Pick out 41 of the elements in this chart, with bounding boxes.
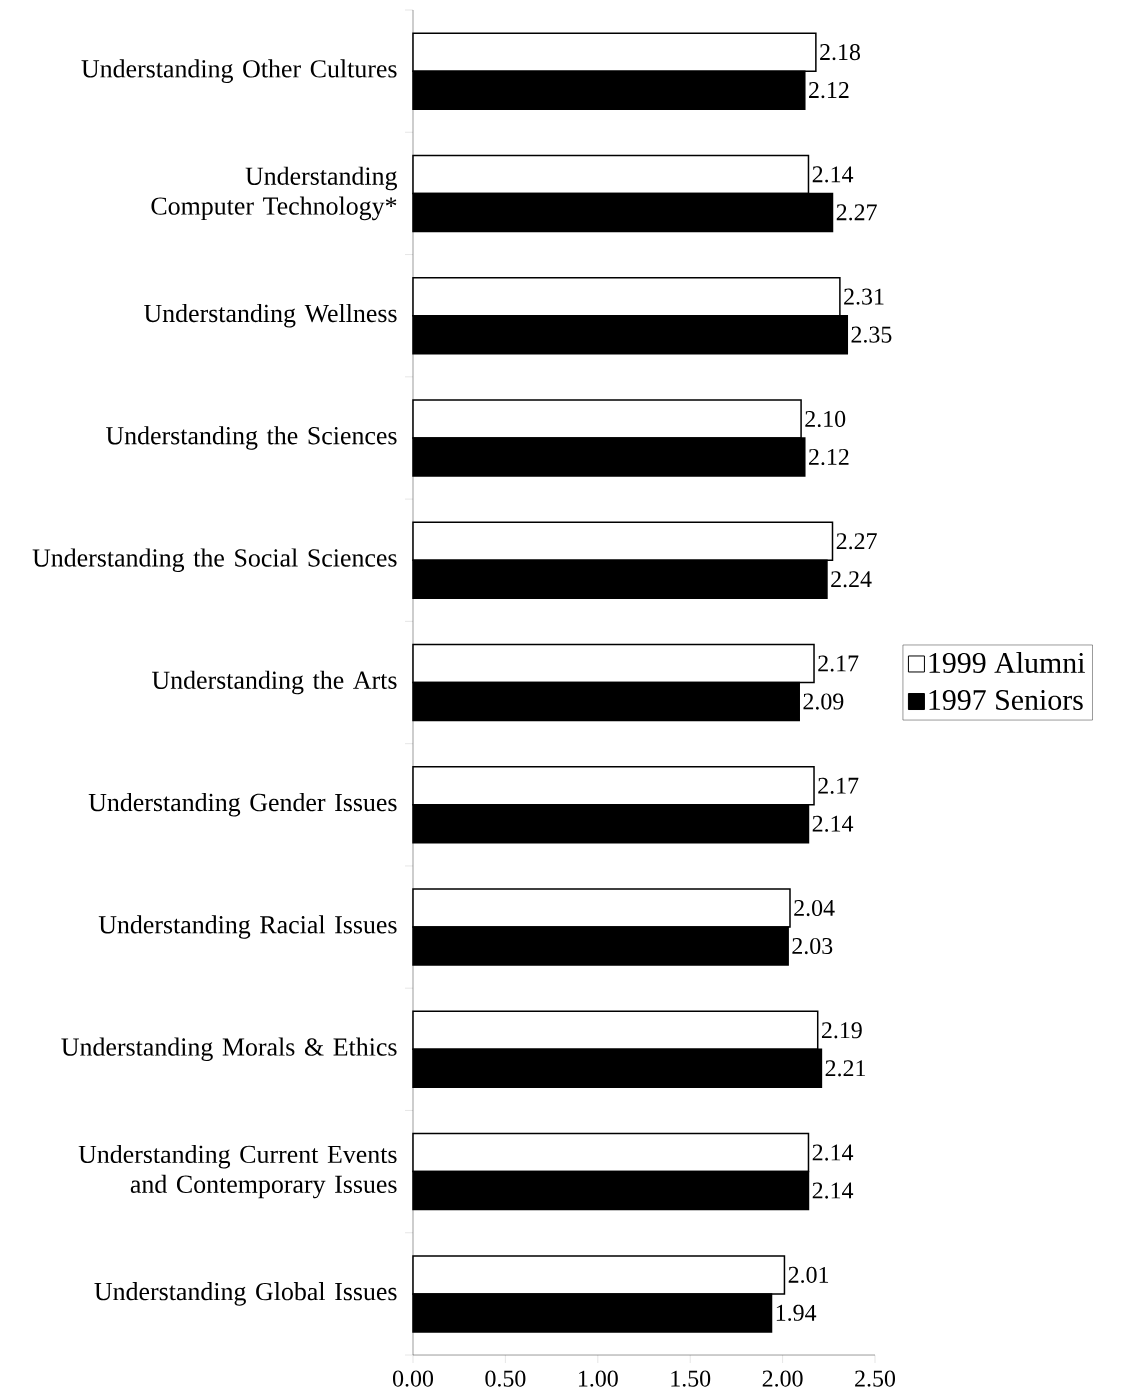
y-tick-label: Understanding Morals & Ethics [61,1037,397,1062]
data-label: 2.17 [818,777,859,794]
y-tick-label: Understanding Global Issues [94,1282,397,1306]
x-tick-label: 2.50 [855,1370,896,1387]
y-tick-label: Understanding Current Events and Contemporary Issues [78,1144,397,1199]
y-tick-label: Understanding Computer Technology* [151,166,397,221]
data-label: 2.27 [836,204,877,221]
data-label: 2.03 [792,937,833,955]
y-tick-label: Understanding the Arts [152,670,397,695]
data-label: 2.09 [803,693,844,710]
x-tick-label: 1.00 [578,1370,618,1387]
y-tick-label: Understanding Gender Issues [88,793,397,817]
legend-label: 1997 Seniors [929,689,1083,711]
data-label: 2.35 [851,326,892,343]
data-label: 2.10 [805,410,846,428]
data-label: 2.18 [820,44,860,61]
data-label: 1.94 [776,1304,817,1321]
data-label: 2.12 [809,448,849,466]
y-tick-label: Understanding the Sciences [105,426,397,450]
data-label: 2.12 [809,82,849,99]
data-label: 2.31 [844,288,884,305]
data-label: 2.14 [812,1182,854,1199]
data-label: 2.19 [821,1022,862,1039]
data-label: 2.14 [812,1144,854,1161]
legend-label: 1999 Alumni [929,651,1085,673]
data-label: 2.04 [794,899,835,917]
data-label: 2.17 [818,655,859,672]
y-tick-label: Understanding Wellness [144,303,397,328]
data-label: 2.24 [831,571,872,588]
data-label: 2.14 [812,815,854,832]
data-label: 2.01 [788,1266,829,1283]
y-tick-label: Understanding Other Cultures [81,59,397,83]
data-label: 2.14 [812,166,854,183]
data-label: 2.27 [836,533,877,550]
y-tick-label: Understanding Racial Issues [98,915,397,939]
x-tick-label: 0.50 [485,1370,526,1387]
x-tick-label: 2.00 [762,1370,803,1387]
data-label: 2.21 [825,1060,866,1077]
x-tick-label: 1.50 [671,1370,711,1387]
y-tick-label: Understanding the Social Sciences [32,548,397,573]
x-tick-label: 0.00 [392,1370,434,1387]
